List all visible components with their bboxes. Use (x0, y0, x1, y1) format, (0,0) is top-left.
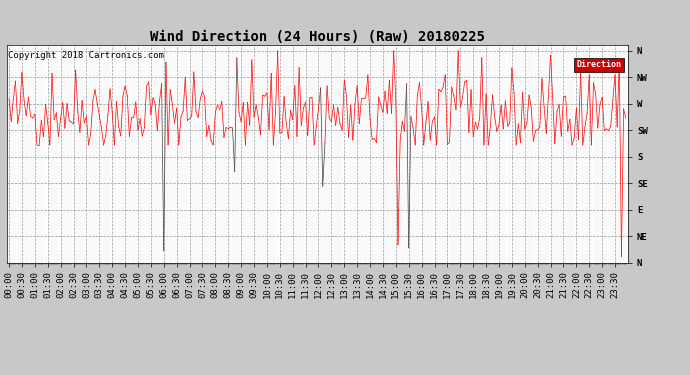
Title: Wind Direction (24 Hours) (Raw) 20180225: Wind Direction (24 Hours) (Raw) 20180225 (150, 30, 485, 44)
Text: Direction: Direction (576, 60, 621, 69)
Text: Copyright 2018 Cartronics.com: Copyright 2018 Cartronics.com (8, 51, 164, 60)
